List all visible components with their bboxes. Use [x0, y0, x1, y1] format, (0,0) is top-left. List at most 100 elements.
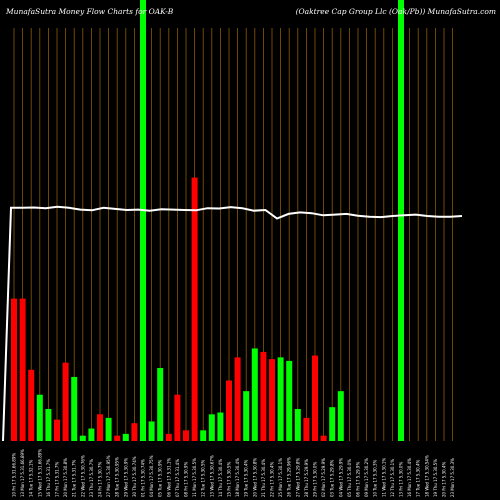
price-line [2, 205, 463, 442]
x-tick-label: 04 Wed 17 5.29.9% [338, 458, 343, 497]
x-tick-label: 20 Wed 17 5.30.8% [252, 458, 257, 497]
highlight-bar [140, 0, 146, 441]
money-flow-bar [243, 391, 250, 441]
highlight-bar [398, 0, 404, 441]
x-tick-label: 23 Mon 17 5.30.3% [450, 458, 455, 497]
x-tick-label: 20 Fri 17 5.30.4% [442, 462, 447, 497]
x-tick-label: 13 Wed 17 5.30.67% [209, 455, 214, 497]
chart-title-left: MunafaSutra Money Flow Charts for OAK-B [5, 7, 174, 16]
x-tick-label: 20 Mon 17 5.30.8% [63, 458, 68, 497]
x-tick-label: 02 Mon 17 5.29.9% [321, 458, 326, 497]
x-tick-label: 28 Thu 17 5.29.9% [304, 459, 309, 497]
money-flow-bar [226, 380, 232, 441]
money-flow-bar [234, 357, 241, 441]
x-tick-label: 11 Mon 17 5.30.5% [192, 458, 197, 497]
money-flow-bar [105, 417, 112, 441]
x-tick-label: 16 Mon 17 5.30.4% [407, 458, 412, 497]
money-flow-bar [269, 359, 275, 441]
money-flow-bar [62, 362, 69, 441]
money-flow-bar [122, 433, 129, 441]
money-flow-bar [148, 421, 155, 441]
x-tick-label: 22 Wed 17 5.30.76% [80, 455, 85, 497]
x-tick-label: 16 Thu 17 5.31.7% [46, 459, 51, 497]
x-tick-label: 17 Tue 17 5.30.4% [416, 459, 421, 497]
money-flow-bar [88, 428, 95, 441]
money-flow-bar [200, 430, 207, 441]
money-flow-bar [251, 348, 258, 441]
x-tick-label: 13 Mon 17 5.31.66.89% [20, 449, 25, 497]
money-flow-bar [11, 298, 17, 441]
x-tick-label: 15 Wed 17 5.31.66.89% [37, 449, 42, 497]
x-tick-label: 06 Fri 17 5.29.9% [356, 462, 361, 497]
x-tick-label: 14 Thu 17 5.30.4% [218, 459, 223, 497]
grid-lines [13, 28, 454, 441]
x-tick-label: 13 Fri 17 5.30.0% [399, 462, 404, 497]
x-tick-label: 19 Thu 17 5.30.5% [433, 459, 438, 497]
money-flow-bar [54, 419, 60, 441]
money-flow-bar [312, 355, 318, 441]
x-tick-label: 21 Thu 17 5.30.4% [261, 459, 266, 497]
x-tick-label: 12 Tue 17 5.30.5% [201, 459, 206, 497]
x-tick-label: 30 Thu 17 5.30.74% [132, 456, 137, 497]
money-flow-bar [140, 433, 146, 441]
money-flow-bar [36, 394, 43, 441]
x-tick-label: 21 Tue 17 5.31.7% [72, 459, 77, 497]
x-tick-label: 22 Fri 17 5.30.4% [270, 462, 275, 497]
money-flow-bar [294, 408, 301, 441]
x-tick-label: 07 Thu 17 5.31.4% [175, 459, 180, 497]
chart-title-right: (Oaktree Cap Group Llc (Oak/Pb)) MunafaS… [296, 7, 496, 16]
money-flow-bar [303, 417, 310, 441]
x-tick-label: 05 Thu 17 5.30.0% [347, 459, 352, 497]
x-tick-label: 27 Mon 17 5.30.95% [106, 455, 111, 497]
money-flow-bar [174, 394, 181, 441]
money-flow-bar [277, 357, 284, 441]
x-tick-label: 15 Fri 17 5.30.5% [227, 462, 232, 497]
x-tick-label: 14 Tue 17 5.32.1% [29, 459, 34, 497]
money-flow-bar [320, 435, 327, 441]
x-tick-label: 05 Tue 17 5.30.9% [158, 459, 163, 497]
x-tick-label: 09 Mon 17 5.30.2% [364, 458, 369, 497]
money-flow-bar [183, 430, 189, 441]
money-flow-bar [165, 433, 172, 441]
x-tick-label: 11 Wed 17 5.30.1% [381, 458, 386, 497]
x-tick-label: 12 Thu 17 5.30.1% [390, 459, 395, 497]
x-tick-label: 08 Fri 17 5.30.9% [184, 462, 189, 497]
x-tick-label: 24 Fri 17 5.30.7% [98, 462, 103, 497]
x-tick-label: 27 Wed 17 5.29.8% [295, 458, 300, 497]
money-flow-bar [97, 414, 103, 441]
money-flow-bar [208, 414, 215, 441]
x-tick-labels: 10 Fri 17 5.31.66.89% 13 Mon 17 5.31.66.8… [12, 449, 456, 497]
money-flow-bars [11, 177, 344, 441]
money-flow-bar [28, 369, 35, 441]
highlight-bars [140, 0, 404, 441]
money-flow-bar [131, 423, 138, 441]
x-tick-label: 18 Mon 17 5.30.4% [235, 458, 240, 497]
money-flow-bar [337, 391, 344, 441]
price-line-layer [2, 205, 463, 442]
x-tick-label: 23 Thu 17 5.30.7% [89, 459, 94, 497]
x-tick-label: 18 Wed 17 5.30.54% [424, 455, 429, 497]
x-tick-label: 06 Wed 17 5.31.1% [166, 458, 171, 497]
x-tick-label: 26 Tue 17 5.29.96% [287, 457, 292, 497]
money-flow-bar [19, 298, 26, 441]
money-flow-bar [114, 435, 121, 441]
money-flow-bar [191, 177, 198, 441]
money-flow-bar [286, 360, 293, 441]
money-flow-bar [329, 407, 336, 441]
money-flow-bar [45, 408, 52, 441]
money-flow-bar [79, 435, 86, 441]
money-flow-bar [217, 412, 224, 441]
x-tick-label: 29 Fri 17 5.30.0% [313, 462, 318, 497]
x-tick-label: 04 Mon 17 5.30.75% [149, 455, 154, 497]
x-tick-label: 10 Tue 17 5.30.3% [373, 459, 378, 497]
money-flow-bar [260, 352, 267, 441]
x-tick-label: 17 Fri 17 5.31.7% [55, 462, 60, 497]
money-flow-bar [71, 376, 78, 441]
x-tick-label: 03 Tue 17 5.29.8% [330, 459, 335, 497]
x-tick-label: 29 Wed 17 5.30.9% [123, 458, 128, 497]
x-tick-label: 28 Tue 17 5.30.95% [115, 457, 120, 497]
x-tick-label: 25 Mon 17 5.30.1% [278, 458, 283, 497]
money-flow-bar [157, 368, 164, 441]
